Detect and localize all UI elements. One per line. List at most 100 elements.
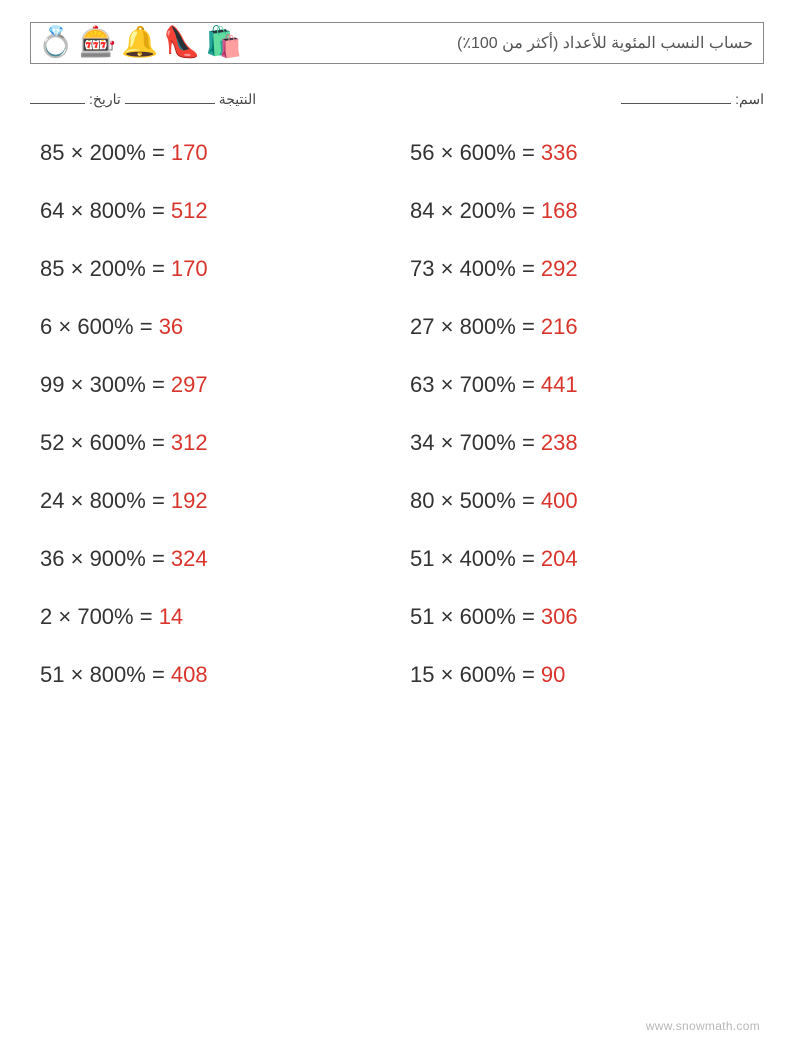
operand-a: 2 [40, 604, 52, 629]
operand-percent: 800% [90, 198, 146, 223]
operand-percent: 800% [460, 314, 516, 339]
operand-a: 85 [40, 140, 64, 165]
answer-value: 297 [171, 372, 208, 397]
operand-a: 52 [40, 430, 64, 455]
worksheet-title: حساب النسب المئوية للأعداد (أكثر من 100٪… [457, 33, 753, 53]
problem-row: 51 × 800% = 408 [40, 662, 370, 688]
answer-value: 170 [171, 256, 208, 281]
operand-a: 51 [410, 604, 434, 629]
operand-percent: 700% [460, 372, 516, 397]
date-label: تاريخ: [89, 91, 121, 108]
answer-value: 168 [541, 198, 578, 223]
operand-a: 73 [410, 256, 434, 281]
problems-column-right: 56 × 600% = 336 84 × 200% = 168 73 × 400% … [410, 140, 740, 688]
operand-percent: 500% [460, 488, 516, 513]
name-field: اسم: [621, 90, 764, 108]
operand-a: 6 [40, 314, 52, 339]
problem-row: 85 × 200% = 170 [40, 256, 370, 282]
operand-percent: 200% [90, 256, 146, 281]
operand-a: 56 [410, 140, 434, 165]
answer-value: 512 [171, 198, 208, 223]
answer-value: 170 [171, 140, 208, 165]
operand-percent: 800% [90, 662, 146, 687]
problem-row: 34 × 700% = 238 [410, 430, 740, 456]
answer-value: 336 [541, 140, 578, 165]
cloche-icon: 🔔 [121, 25, 157, 61]
operand-a: 80 [410, 488, 434, 513]
operand-percent: 600% [77, 314, 133, 339]
answer-value: 292 [541, 256, 578, 281]
score-label: النتيجة [219, 91, 256, 108]
answer-value: 306 [541, 604, 578, 629]
operand-a: 51 [410, 546, 434, 571]
rings-icon: 💍 [37, 25, 73, 61]
slot-icon: 🎰 [79, 25, 115, 61]
operand-percent: 600% [90, 430, 146, 455]
answer-value: 408 [171, 662, 208, 687]
date-blank [30, 90, 85, 104]
problem-row: 64 × 800% = 512 [40, 198, 370, 224]
operand-percent: 600% [460, 662, 516, 687]
problem-row: 85 × 200% = 170 [40, 140, 370, 166]
operand-a: 85 [40, 256, 64, 281]
operand-percent: 600% [460, 604, 516, 629]
problem-row: 27 × 800% = 216 [410, 314, 740, 340]
problem-row: 15 × 600% = 90 [410, 662, 740, 688]
problems-column-left: 85 × 200% = 170 64 × 800% = 512 85 × 200% … [40, 140, 370, 688]
operand-percent: 600% [460, 140, 516, 165]
score-blank [125, 90, 215, 104]
answer-value: 400 [541, 488, 578, 513]
bag-icon: 🛍️ [205, 25, 241, 61]
problem-row: 24 × 800% = 192 [40, 488, 370, 514]
problem-row: 99 × 300% = 297 [40, 372, 370, 398]
problems-grid: 85 × 200% = 170 64 × 800% = 512 85 × 200% … [40, 140, 740, 688]
operand-percent: 700% [460, 430, 516, 455]
name-blank [621, 90, 731, 104]
problem-row: 63 × 700% = 441 [410, 372, 740, 398]
operand-percent: 700% [77, 604, 133, 629]
operand-percent: 900% [90, 546, 146, 571]
heel-icon: 👠 [163, 25, 199, 61]
problem-row: 51 × 600% = 306 [410, 604, 740, 630]
problem-row: 2 × 700% = 14 [40, 604, 370, 630]
operand-a: 27 [410, 314, 434, 339]
answer-value: 238 [541, 430, 578, 455]
operand-a: 64 [40, 198, 64, 223]
operand-percent: 300% [90, 372, 146, 397]
problem-row: 52 × 600% = 312 [40, 430, 370, 456]
answer-value: 216 [541, 314, 578, 339]
problem-row: 84 × 200% = 168 [410, 198, 740, 224]
answer-value: 90 [541, 662, 565, 687]
problem-row: 36 × 900% = 324 [40, 546, 370, 572]
info-fields: اسم: النتيجة تاريخ: [30, 90, 764, 108]
operand-a: 34 [410, 430, 434, 455]
operand-a: 63 [410, 372, 434, 397]
answer-value: 192 [171, 488, 208, 513]
answer-value: 36 [159, 314, 183, 339]
operand-percent: 400% [460, 546, 516, 571]
answer-value: 441 [541, 372, 578, 397]
operand-a: 99 [40, 372, 64, 397]
problem-row: 80 × 500% = 400 [410, 488, 740, 514]
operand-percent: 200% [90, 140, 146, 165]
problem-row: 51 × 400% = 204 [410, 546, 740, 572]
problem-row: 56 × 600% = 336 [410, 140, 740, 166]
answer-value: 14 [159, 604, 183, 629]
footer-url: www.snowmath.com [646, 1019, 760, 1033]
operand-percent: 400% [460, 256, 516, 281]
operand-a: 15 [410, 662, 434, 687]
problem-row: 73 × 400% = 292 [410, 256, 740, 282]
score-date-field: النتيجة تاريخ: [30, 90, 256, 108]
answer-value: 204 [541, 546, 578, 571]
problem-row: 6 × 600% = 36 [40, 314, 370, 340]
name-label: اسم: [735, 91, 764, 108]
answer-value: 324 [171, 546, 208, 571]
operand-a: 51 [40, 662, 64, 687]
operand-a: 36 [40, 546, 64, 571]
answer-value: 312 [171, 430, 208, 455]
operand-percent: 800% [90, 488, 146, 513]
operand-percent: 200% [460, 198, 516, 223]
worksheet-header: 💍 🎰 🔔 👠 🛍️ حساب النسب المئوية للأعداد (أ… [30, 22, 764, 64]
operand-a: 84 [410, 198, 434, 223]
header-icons: 💍 🎰 🔔 👠 🛍️ [37, 25, 241, 61]
